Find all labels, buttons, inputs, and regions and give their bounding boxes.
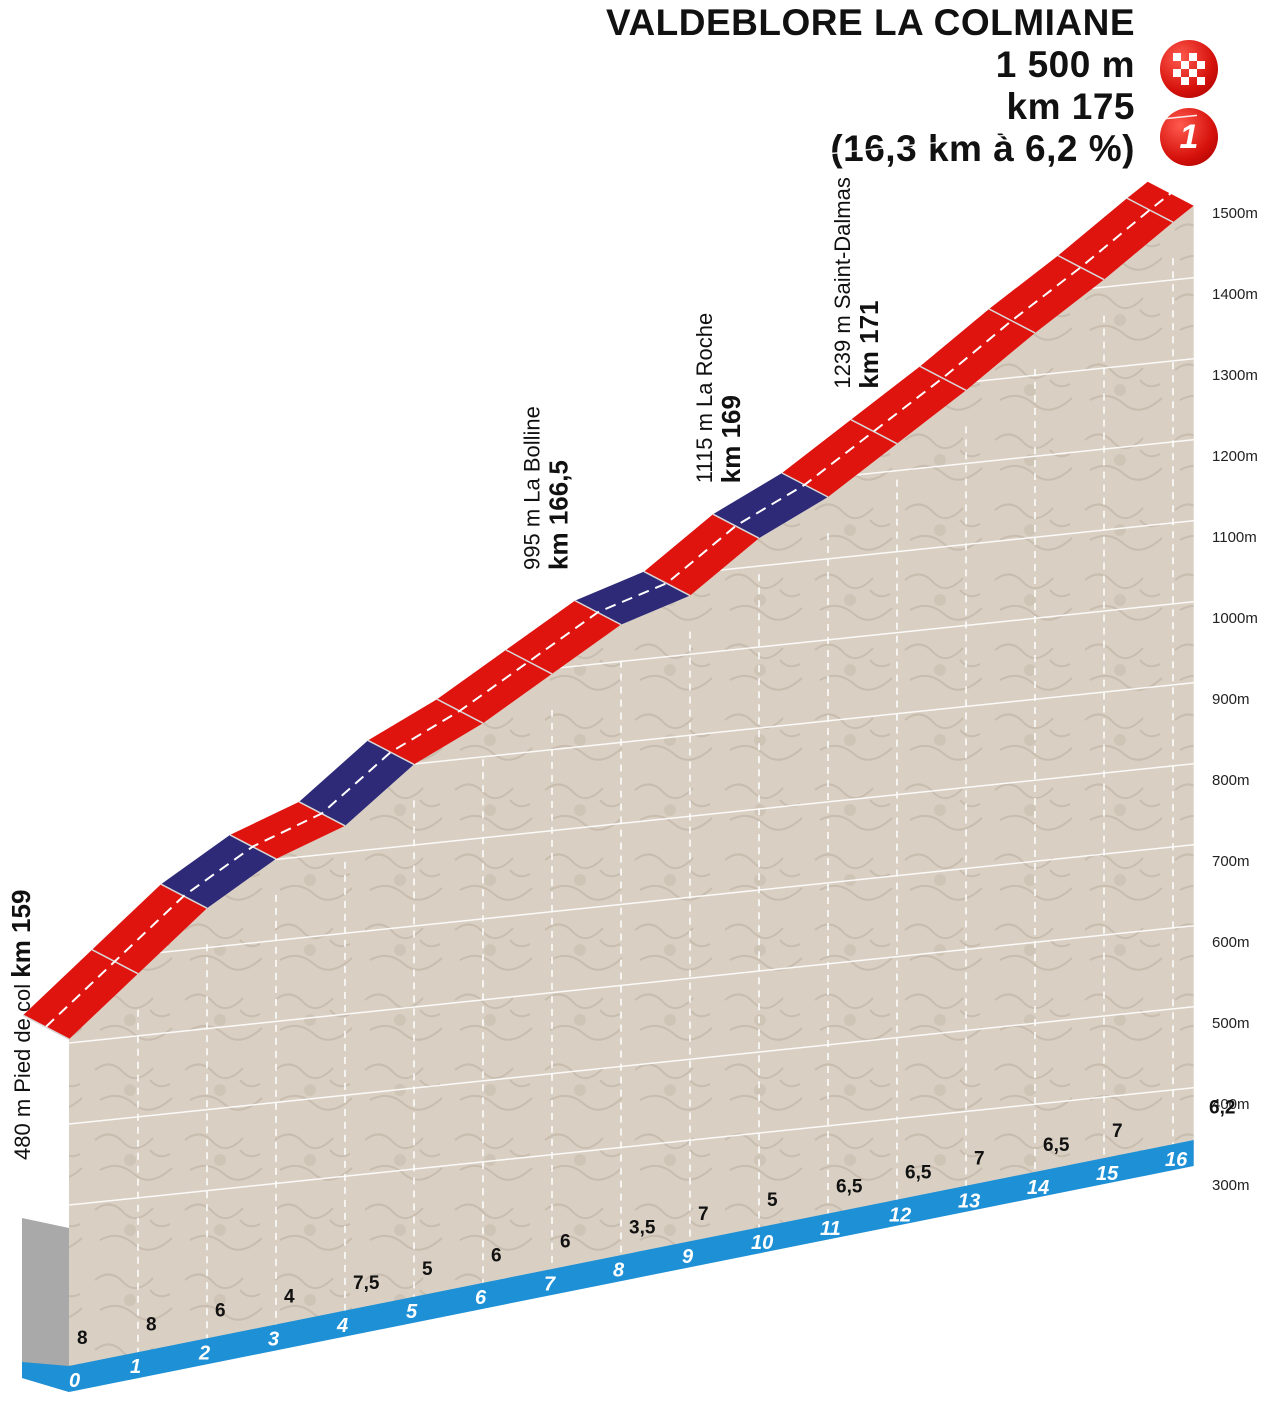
profile-header: VALDEBLORE LA COLMIANE 1 500 m km 175 (1…	[400, 0, 1135, 170]
y-tick-label: 300m	[1212, 1177, 1250, 1194]
summit-altitude: 1 500 m	[995, 44, 1135, 85]
location-annotation: 1115 m La Roche km 169	[692, 313, 746, 483]
y-tick-label: 700m	[1212, 853, 1250, 870]
terrain-area	[69, 205, 1194, 1386]
profile-side-face	[22, 1218, 69, 1392]
road-segment-edge	[1126, 197, 1174, 223]
altitude-gridline	[68, 114, 1198, 234]
gradient-label: 7	[698, 1204, 709, 1225]
x-tick-label: 16	[1165, 1149, 1188, 1171]
gradient-label: 6,5	[836, 1176, 863, 1197]
x-tick-label: 5	[406, 1301, 418, 1323]
x-tick-label: 8	[613, 1260, 625, 1282]
x-tick-label: 6	[475, 1287, 487, 1309]
gradient-label: 7,5	[353, 1273, 380, 1294]
climb-title: VALDEBLORE LA COLMIANE	[606, 2, 1135, 43]
road-centre-line	[45, 192, 1172, 1028]
location-annotation: 480 m Pied de col km 159	[6, 890, 36, 1160]
gradient-label: 6,2	[1209, 1097, 1235, 1118]
y-tick-label: 1400m	[1212, 286, 1258, 303]
location-km: km 166,5	[544, 460, 574, 570]
distance-band	[22, 1140, 1194, 1392]
y-tick-label: 500m	[1212, 1015, 1250, 1032]
y-tick-label: 800m	[1212, 772, 1250, 789]
gradient-label: 6,5	[905, 1163, 932, 1184]
road-segment-edge	[22, 1014, 70, 1040]
x-tick-label: 3	[268, 1329, 279, 1351]
gradient-label: 5	[422, 1259, 433, 1280]
finish-flag-icon	[1160, 40, 1218, 98]
x-tick-label: 2	[198, 1342, 210, 1364]
altitude-gridline	[68, 681, 1198, 801]
y-tick-label: 1100m	[1212, 529, 1257, 546]
altitude-gridline	[68, 924, 1198, 1044]
x-tick-label: 10	[751, 1232, 773, 1254]
gradient-label: 6	[560, 1232, 571, 1253]
x-tick-label: 0	[69, 1370, 80, 1392]
road-segment-edge	[367, 739, 415, 766]
location-name: 1115 m La Roche	[692, 313, 717, 483]
gradient-label: 6	[215, 1301, 226, 1322]
y-tick-label: 1000m	[1212, 610, 1258, 627]
location-annotation: 1239 m Saint-Dalmas km 171	[830, 177, 884, 389]
altitude-gridline	[68, 357, 1198, 477]
road-segment-edge	[919, 365, 967, 391]
x-tick-label: 15	[1096, 1163, 1119, 1185]
y-tick-label: 900m	[1212, 691, 1250, 708]
gradient-label: 7	[1112, 1121, 1123, 1142]
gradient-label: 6	[491, 1245, 502, 1266]
gradient-label: 8	[77, 1328, 88, 1349]
y-tick-label: 600m	[1212, 934, 1250, 951]
x-tick-label: 11	[820, 1218, 841, 1240]
road-segment-edge	[1057, 254, 1105, 281]
x-tick-label: 13	[958, 1191, 980, 1213]
location-km: km 159	[6, 890, 36, 978]
gradient-label: 7	[974, 1149, 985, 1170]
x-tick-label: 1	[130, 1356, 141, 1378]
road-segment-edge	[505, 649, 553, 675]
y-tick-label: 1300m	[1212, 367, 1258, 384]
road-segment-edge	[712, 513, 760, 539]
altitude-gridline	[68, 600, 1198, 720]
gradient-label: 8	[146, 1314, 157, 1335]
location-name: 995 m La Bolline	[520, 406, 545, 570]
x-tick-label: 9	[682, 1246, 694, 1268]
summit-km: km 175	[1006, 86, 1135, 127]
gradient-label: 3,5	[629, 1218, 656, 1239]
altitude-gridline	[68, 438, 1198, 558]
road-segment-edge	[643, 570, 691, 597]
road-segment	[161, 834, 276, 909]
y-tick-label: 1500m	[1212, 205, 1258, 222]
location-km: km 171	[854, 300, 884, 388]
y-tick-label: 1200m	[1212, 448, 1258, 465]
altitude-gridline	[68, 195, 1198, 315]
x-tick-label: 14	[1027, 1177, 1049, 1199]
x-tick-label: 7	[544, 1273, 556, 1295]
road-segment	[23, 949, 138, 1040]
location-name: 480 m Pied de col km 159	[6, 890, 36, 1160]
gradient-label: 5	[767, 1190, 778, 1211]
location-km: km 169	[716, 395, 746, 483]
altitude-gridline	[68, 1086, 1198, 1206]
x-tick-label: 12	[889, 1204, 911, 1226]
road-segment	[92, 884, 207, 974]
altitude-gridline	[68, 1005, 1198, 1125]
gradient-label: 6,5	[1043, 1135, 1070, 1156]
location-annotation: 995 m La Bolline km 166,5	[520, 406, 574, 570]
location-name: 1239 m Saint-Dalmas	[830, 177, 855, 389]
road-segment-edge	[850, 419, 898, 445]
x-tick-label: 4	[336, 1315, 348, 1337]
altitude-gridline	[68, 843, 1198, 963]
gradient-label: 4	[284, 1287, 295, 1308]
y-tick-label: 400m	[1212, 1096, 1250, 1113]
road-segment-edge	[988, 308, 1036, 334]
